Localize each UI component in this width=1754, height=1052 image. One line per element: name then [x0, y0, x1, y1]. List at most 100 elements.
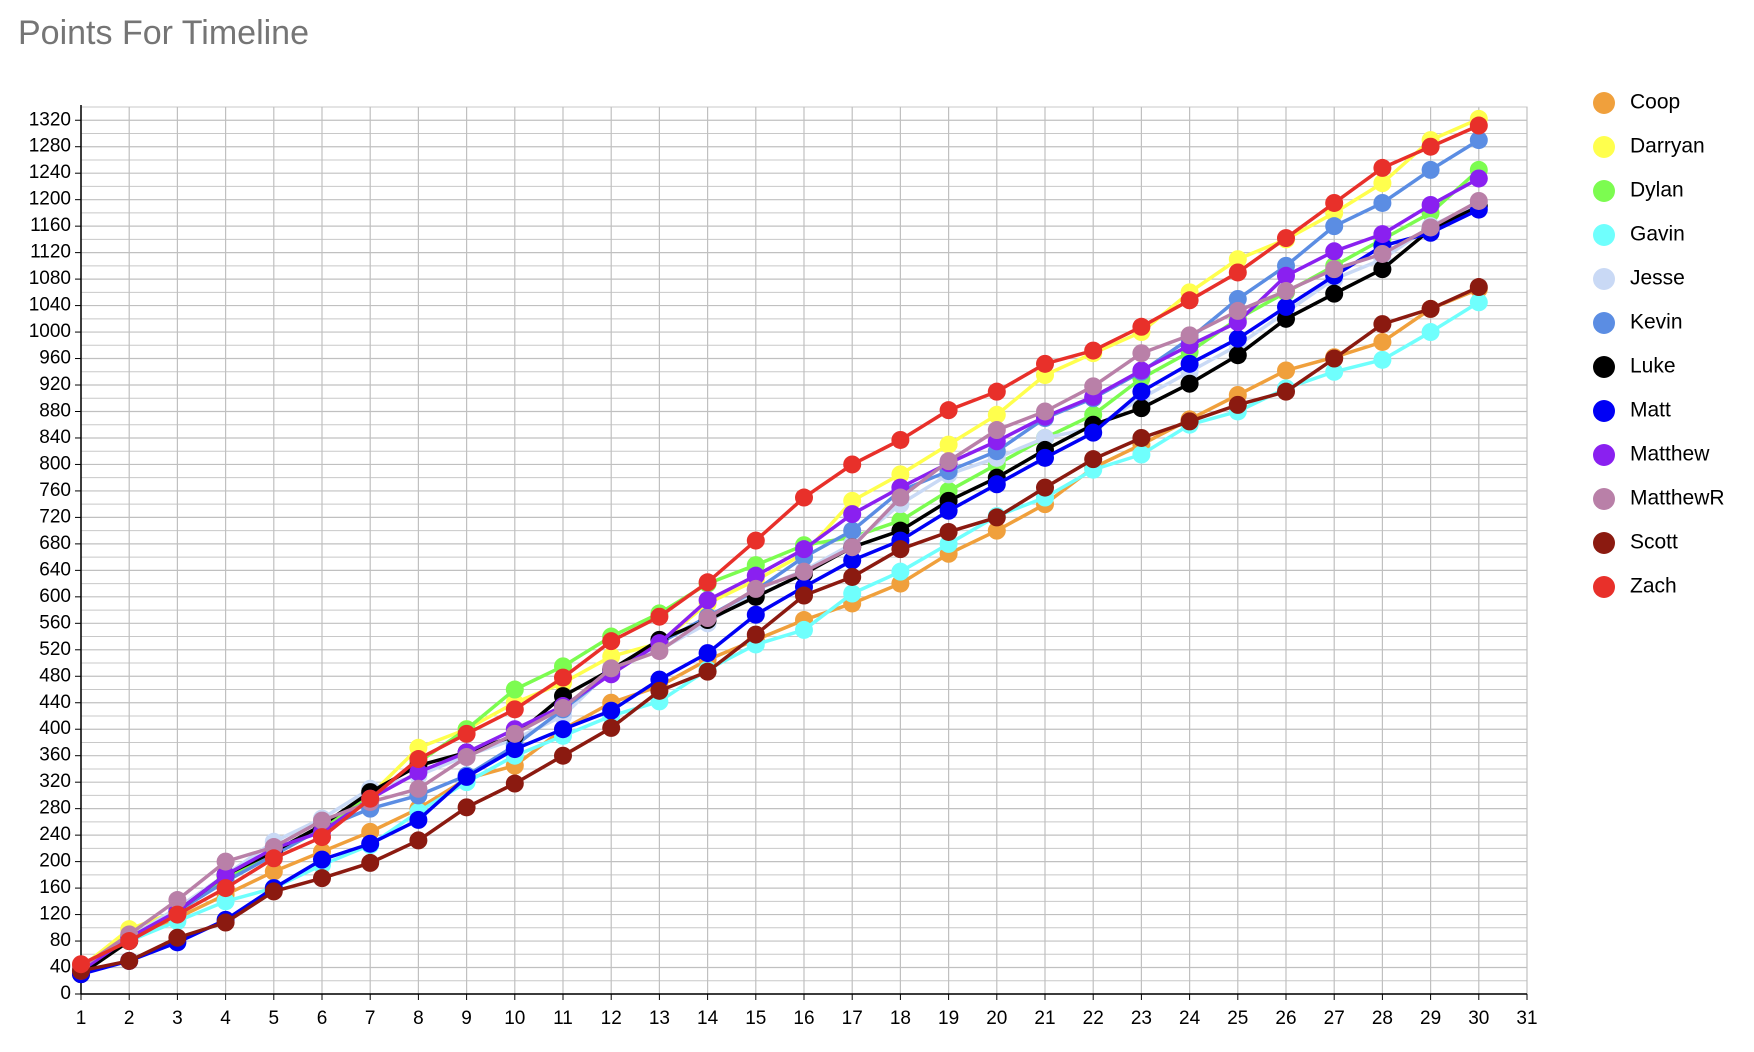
data-point	[1373, 225, 1392, 244]
data-point	[505, 700, 524, 719]
x-tick-label: 11	[553, 1008, 573, 1029]
data-point	[1084, 377, 1103, 396]
data-point	[843, 455, 862, 474]
data-point	[1277, 266, 1295, 285]
y-tick-label: 440	[39, 692, 71, 713]
x-tick-label: 23	[1131, 1008, 1152, 1029]
data-point	[746, 625, 765, 644]
x-tick-label: 29	[1420, 1008, 1441, 1029]
legend-label: Jesse	[1630, 267, 1685, 290]
data-point	[1277, 282, 1295, 301]
data-point	[264, 849, 283, 868]
data-point	[313, 850, 331, 869]
data-point	[1373, 193, 1392, 212]
data-point	[843, 584, 862, 603]
data-point	[168, 905, 187, 924]
data-point	[1373, 315, 1392, 334]
y-tick-label: 800	[39, 453, 71, 474]
data-point	[361, 853, 380, 872]
data-point	[939, 452, 958, 471]
y-tick-label: 1040	[29, 295, 71, 316]
data-point	[1132, 428, 1151, 447]
legend-marker	[1593, 180, 1615, 202]
data-point	[409, 779, 428, 798]
x-tick-label: 2	[124, 1008, 135, 1029]
data-point	[698, 591, 717, 610]
data-point	[1421, 137, 1440, 156]
data-point	[1180, 412, 1199, 431]
x-tick-label: 14	[697, 1008, 719, 1029]
y-tick-label: 280	[39, 798, 71, 819]
data-point	[1373, 244, 1392, 263]
x-tick-label: 6	[317, 1008, 328, 1029]
data-point	[843, 567, 862, 586]
y-tick-label: 760	[39, 480, 71, 501]
legend-label: Matthew	[1630, 443, 1710, 466]
y-tick-label: 880	[39, 401, 71, 422]
legend-marker	[1593, 224, 1615, 246]
data-point	[891, 430, 910, 449]
legend-marker	[1593, 488, 1615, 510]
data-point	[1421, 160, 1440, 179]
data-point	[891, 465, 910, 484]
legend-label: Matt	[1630, 399, 1671, 422]
data-point	[843, 538, 862, 557]
x-tick-label: 7	[365, 1008, 376, 1029]
data-point	[1036, 354, 1054, 373]
data-point	[1325, 217, 1344, 236]
data-point	[554, 720, 572, 739]
data-point	[1036, 448, 1054, 467]
data-point	[891, 562, 910, 581]
x-tick-label: 17	[842, 1008, 863, 1029]
data-point	[987, 421, 1006, 440]
data-point	[1469, 191, 1488, 210]
y-tick-label: 680	[39, 533, 71, 554]
x-tick-label: 31	[1516, 1008, 1537, 1029]
x-tick-label: 12	[601, 1008, 622, 1029]
data-point	[939, 401, 958, 420]
y-tick-label: 600	[39, 586, 71, 607]
y-tick-label: 480	[39, 665, 71, 686]
legend-marker	[1593, 92, 1615, 114]
data-point	[1421, 195, 1440, 214]
data-point	[1228, 250, 1247, 269]
data-point	[216, 852, 235, 871]
data-point	[843, 505, 862, 524]
data-point	[554, 668, 572, 687]
y-tick-label: 80	[50, 930, 71, 951]
plot-area	[72, 109, 1488, 984]
data-point	[987, 475, 1006, 494]
data-point	[1036, 478, 1054, 497]
data-point	[361, 834, 380, 853]
legend-label: Coop	[1630, 91, 1680, 114]
y-tick-label: 200	[39, 851, 71, 872]
data-point	[1421, 299, 1440, 318]
data-point	[1325, 349, 1344, 368]
x-tick-label: 26	[1275, 1008, 1296, 1029]
legend-marker	[1593, 136, 1615, 158]
data-point	[1325, 362, 1344, 381]
data-point	[1228, 395, 1247, 414]
data-point	[1277, 361, 1295, 380]
y-tick-label: 640	[39, 559, 71, 580]
data-point	[409, 831, 428, 850]
y-tick-label: 160	[39, 877, 71, 898]
data-point	[216, 892, 235, 911]
y-tick-label: 240	[39, 824, 71, 845]
data-point	[987, 405, 1006, 424]
y-tick-label: 120	[39, 904, 71, 925]
data-point	[1373, 332, 1392, 351]
data-point	[409, 763, 428, 782]
x-tick-label: 30	[1468, 1008, 1489, 1029]
x-tick-label: 10	[504, 1008, 525, 1029]
y-tick-label: 320	[39, 771, 71, 792]
data-point	[409, 750, 428, 769]
axes: 0408012016020024028032036040044048052056…	[29, 105, 1538, 1029]
data-point	[1373, 158, 1392, 177]
data-point	[313, 869, 331, 888]
data-point	[216, 879, 235, 898]
data-point	[746, 579, 765, 598]
legend-marker	[1593, 444, 1615, 466]
data-point	[505, 724, 524, 743]
